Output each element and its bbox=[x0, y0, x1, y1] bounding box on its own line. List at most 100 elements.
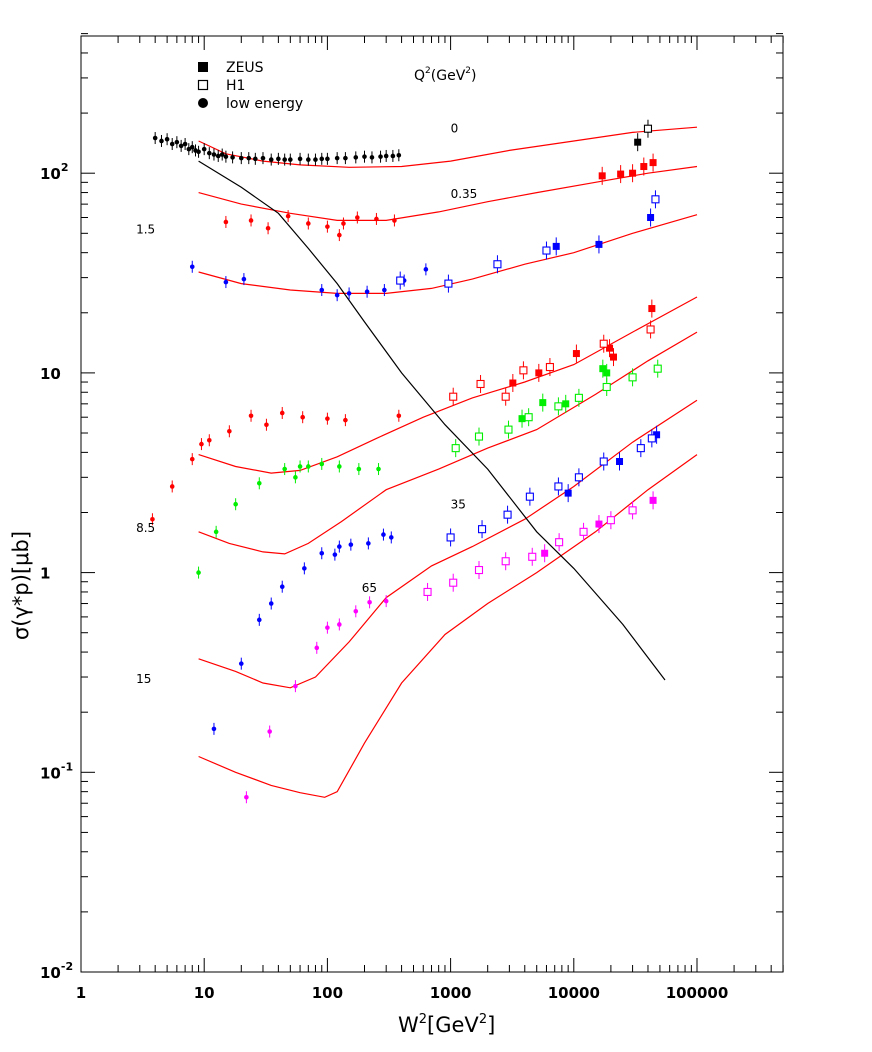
y-tick-labels: 10-2 10-1 1 10 102 bbox=[40, 161, 73, 982]
low-energy-point bbox=[297, 156, 303, 162]
low-energy-point bbox=[423, 267, 429, 272]
low-energy-point bbox=[233, 501, 238, 507]
h1-point bbox=[602, 382, 611, 392]
zeus-point bbox=[629, 169, 637, 177]
low-energy-point bbox=[355, 215, 360, 220]
low-energy-point bbox=[319, 550, 325, 556]
low-energy-point bbox=[300, 414, 305, 420]
low-energy-point bbox=[169, 484, 175, 489]
low-energy-point bbox=[178, 143, 184, 149]
low-energy-point bbox=[196, 570, 201, 575]
low-energy-point bbox=[199, 441, 204, 447]
boundary-curve bbox=[198, 160, 666, 681]
low-energy-point bbox=[353, 609, 359, 614]
h1-point bbox=[647, 434, 656, 443]
x-tick-label: 100 bbox=[312, 984, 343, 1002]
low-energy-point bbox=[382, 287, 387, 293]
h1-point bbox=[444, 279, 453, 288]
zeus-point bbox=[535, 369, 543, 377]
low-energy-point bbox=[293, 683, 298, 689]
low-energy-point bbox=[285, 213, 291, 219]
low-energy-point bbox=[256, 481, 262, 486]
model-curve bbox=[198, 214, 698, 294]
h1-point bbox=[599, 339, 608, 348]
plot-frame bbox=[80, 35, 784, 973]
model-curve bbox=[198, 331, 698, 555]
h1-point bbox=[493, 260, 502, 269]
legend-zeus-marker bbox=[198, 62, 208, 72]
low-energy-point bbox=[337, 622, 342, 627]
h1-point bbox=[574, 393, 583, 402]
h1-point bbox=[555, 538, 564, 547]
zeus-point bbox=[634, 138, 642, 146]
low-energy-point bbox=[196, 149, 201, 155]
low-energy-point bbox=[325, 625, 330, 630]
low-energy-point bbox=[319, 287, 325, 293]
zeus-point bbox=[562, 400, 570, 408]
h1-point bbox=[579, 527, 588, 536]
low-energy-point bbox=[248, 218, 254, 223]
q2-label: 15 bbox=[136, 672, 151, 686]
model-curve bbox=[198, 296, 698, 474]
y-tick-label: 1 bbox=[40, 565, 50, 583]
zeus-point bbox=[599, 365, 607, 373]
low-energy-point bbox=[206, 437, 212, 443]
h1-point bbox=[423, 587, 432, 597]
zeus-point bbox=[572, 350, 580, 358]
h1-point bbox=[646, 325, 655, 334]
zeus-point bbox=[649, 496, 657, 504]
h1-point bbox=[474, 432, 484, 441]
low-energy-point bbox=[362, 154, 367, 159]
h1-point bbox=[545, 362, 554, 372]
h1-point bbox=[477, 525, 487, 534]
h1-point bbox=[449, 392, 458, 401]
low-energy-point bbox=[293, 475, 298, 480]
low-energy-point bbox=[332, 552, 338, 557]
zeus-point bbox=[606, 344, 614, 352]
h1-point bbox=[554, 402, 563, 411]
low-energy-point bbox=[244, 794, 249, 800]
low-energy-point bbox=[248, 413, 254, 419]
low-energy-point bbox=[206, 150, 212, 156]
low-energy-point bbox=[186, 146, 192, 152]
low-energy-point bbox=[297, 464, 303, 469]
low-energy-point bbox=[288, 157, 293, 162]
low-energy-point bbox=[337, 544, 342, 549]
low-energy-point bbox=[343, 155, 348, 161]
low-energy-point bbox=[325, 224, 330, 229]
low-energy-point bbox=[314, 645, 320, 651]
h1-point bbox=[628, 506, 637, 515]
x-axis-title: W2[GeV2] bbox=[398, 1012, 495, 1037]
zeus-point bbox=[603, 369, 611, 377]
model-curve bbox=[198, 399, 698, 689]
low-energy-point bbox=[268, 157, 274, 162]
low-energy-point bbox=[319, 156, 325, 162]
h1-point bbox=[451, 444, 460, 453]
low-energy-point bbox=[211, 726, 217, 732]
low-energy-point bbox=[169, 141, 175, 147]
low-energy-point bbox=[334, 155, 340, 161]
h1-point bbox=[606, 516, 615, 525]
h1-point bbox=[449, 578, 458, 587]
zeus-point bbox=[598, 172, 606, 180]
low-energy-point bbox=[367, 600, 372, 605]
h1-point bbox=[528, 552, 537, 561]
low-energy-point bbox=[319, 461, 325, 467]
h1-point bbox=[519, 366, 528, 375]
legend-h1-label: H1 bbox=[226, 78, 245, 94]
low-energy-point bbox=[223, 279, 229, 285]
low-energy-point bbox=[223, 154, 229, 159]
zeus-point bbox=[640, 163, 648, 171]
low-energy-point bbox=[264, 422, 269, 428]
low-energy-point bbox=[260, 155, 266, 161]
low-energy-point bbox=[325, 156, 330, 162]
low-energy-point bbox=[381, 532, 386, 537]
low-energy-point bbox=[279, 410, 285, 416]
legend-low-energy-label: low energy bbox=[226, 96, 303, 112]
low-energy-point bbox=[276, 156, 281, 162]
h1-point bbox=[574, 473, 583, 482]
legend-zeus-label: ZEUS bbox=[226, 60, 264, 76]
low-energy-point bbox=[388, 535, 394, 540]
y-tick-label: 102 bbox=[40, 161, 69, 183]
low-energy-point bbox=[219, 152, 225, 157]
